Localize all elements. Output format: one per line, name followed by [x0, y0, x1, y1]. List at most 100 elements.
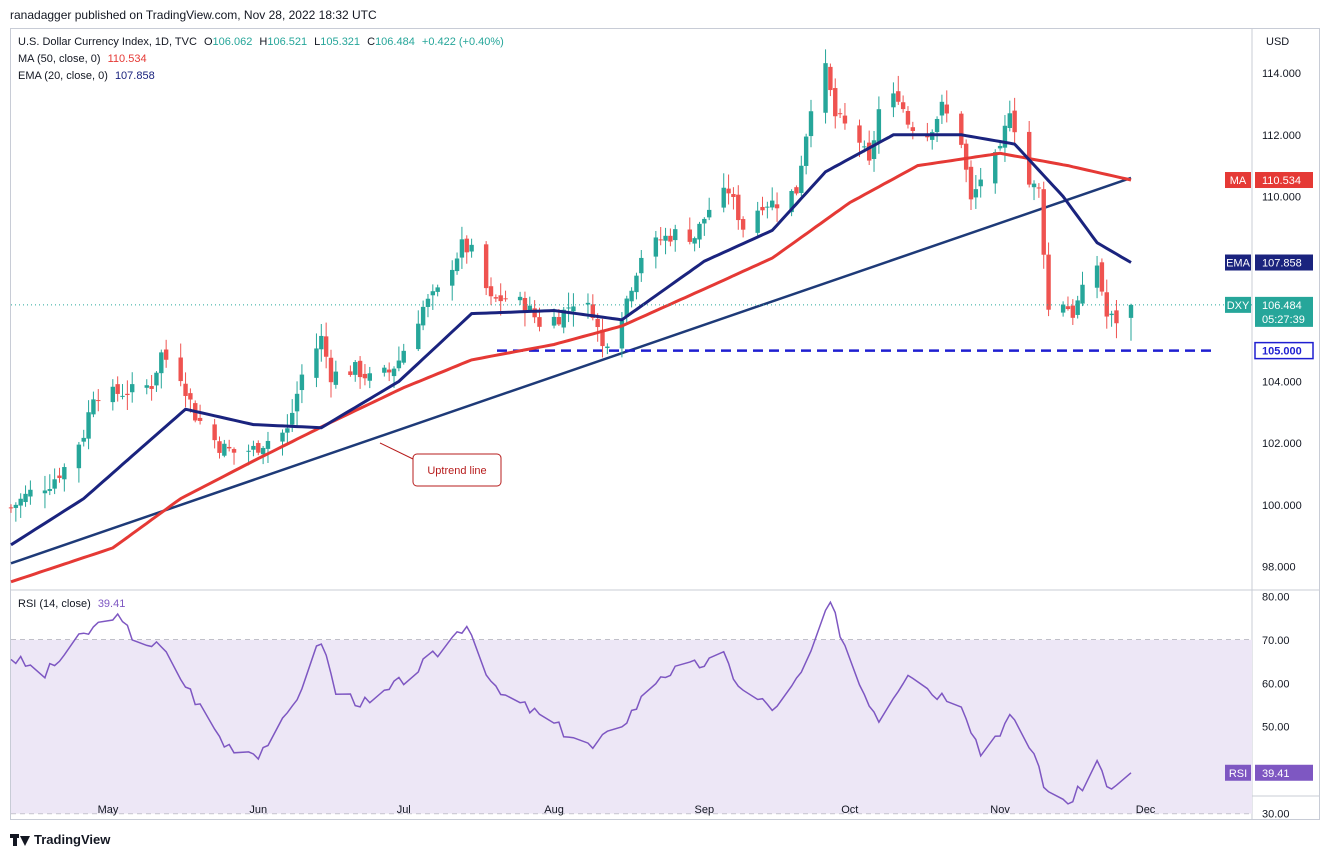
callout-pointer	[379, 442, 414, 460]
footer-brand-text: TradingView	[34, 832, 111, 847]
rsi-tick-label: 30.00	[1262, 809, 1290, 821]
candle-body	[687, 229, 692, 242]
candle-body	[163, 349, 169, 360]
rsi-tick-label: 70.00	[1262, 635, 1290, 647]
candle-body	[1012, 110, 1017, 133]
price-tag-value: 110.534	[1262, 175, 1301, 187]
candle-body	[1002, 125, 1008, 148]
rsi-line	[10, 600, 1132, 805]
rsi-tick-label: 60.00	[1262, 678, 1290, 690]
candle-body	[566, 307, 571, 309]
candle-body	[1007, 113, 1012, 129]
candle-body	[537, 317, 542, 327]
price-tag-name-bg	[1225, 296, 1251, 313]
price-tick-label: 112.000	[1262, 130, 1301, 142]
legend-close-label: C	[367, 36, 376, 48]
ema-line	[10, 133, 1132, 547]
rsi-tick-label: 50.00	[1262, 722, 1290, 734]
candle-body	[551, 316, 557, 326]
candle-body	[1080, 284, 1085, 304]
candle-body	[896, 91, 901, 102]
candle-body	[260, 447, 266, 455]
candle-body	[668, 235, 673, 242]
candle-body	[52, 479, 57, 489]
candle-body	[120, 395, 125, 397]
candle-body	[362, 373, 368, 379]
candle-body	[740, 219, 746, 230]
price-tick-label: 114.000	[1262, 68, 1301, 80]
price-tag-name-bg	[1225, 172, 1251, 189]
candle-body	[532, 308, 537, 318]
candle-body	[91, 399, 96, 415]
candle-body	[464, 238, 469, 253]
candle-body	[808, 111, 814, 137]
rsi-tag-value-bg	[1255, 764, 1313, 781]
candle-body	[144, 385, 149, 388]
callout-box	[412, 453, 502, 487]
time-tick-label: Sep	[695, 804, 715, 816]
legend-ema: EMA (20, close, 0) 107.858	[18, 70, 155, 82]
candle-body	[450, 269, 455, 286]
candle-body	[333, 371, 339, 385]
candle-body	[828, 66, 833, 91]
candle-body	[154, 372, 159, 386]
candle-body	[290, 412, 295, 425]
candle-body	[794, 187, 799, 194]
candle-body	[629, 290, 634, 302]
candle-body	[86, 412, 91, 439]
candle-body	[517, 296, 523, 301]
candle-body	[905, 111, 911, 125]
legend-high-label: H	[259, 36, 268, 48]
support-tag-bg	[1254, 341, 1314, 360]
candle-body	[789, 191, 794, 213]
candle-body	[353, 362, 358, 375]
candle-body	[96, 400, 101, 402]
tradingview-logo-icon	[10, 833, 30, 846]
candle-body	[488, 286, 494, 297]
candle-body	[299, 374, 305, 391]
candle-body	[1046, 254, 1051, 310]
candle-body	[178, 357, 183, 382]
time-tick-label: May	[98, 804, 119, 816]
candle-body	[702, 218, 707, 224]
candle-body	[561, 309, 566, 328]
candle-body	[959, 113, 964, 145]
time-tick-label: Oct	[841, 804, 858, 816]
publisher-credit: ranadagger published on TradingView.com,…	[10, 8, 377, 22]
candle-body	[285, 428, 290, 433]
candle-body	[934, 118, 940, 133]
legend-rsi-label: RSI (14, close)	[18, 598, 91, 610]
candle-body	[76, 444, 82, 469]
legend-ema-label: EMA (20, close, 0)	[18, 70, 108, 82]
candle-body	[658, 239, 663, 241]
candle-body	[1114, 310, 1119, 324]
candle-body	[1060, 304, 1066, 313]
candle-body	[624, 298, 629, 318]
price-tag-countdown: 05:27:39	[1262, 314, 1305, 326]
legend-ma: MA (50, close, 0) 110.534	[18, 53, 147, 65]
candle-body	[600, 329, 605, 347]
price-tag-value-bg	[1255, 296, 1313, 327]
footer-brand: TradingView	[10, 832, 110, 847]
candle-body	[634, 275, 639, 293]
time-tick-label: Jun	[249, 804, 267, 816]
candle-body	[435, 287, 440, 292]
candle-body	[862, 146, 867, 148]
price-tag-name: MA	[1230, 175, 1247, 187]
time-axis[interactable]: May Jun Jul Aug Sep Oct Nov Dec	[98, 804, 1156, 816]
candle-body	[498, 295, 503, 302]
candle-body	[265, 440, 271, 449]
rsi-band	[11, 639, 1252, 814]
price-axis[interactable]: USD98.000100.000102.000104.000106.000108…	[1262, 36, 1302, 821]
candle-body	[231, 449, 237, 453]
candle-body	[159, 352, 164, 374]
candle-body	[425, 298, 431, 307]
candle-body	[357, 360, 363, 378]
candle-body	[1041, 189, 1046, 255]
price-tag-name: DXY	[1227, 300, 1250, 312]
candle-body	[978, 179, 983, 187]
legend-low-label: L	[314, 36, 321, 48]
candle-body	[222, 443, 227, 456]
candle-body	[692, 238, 697, 244]
